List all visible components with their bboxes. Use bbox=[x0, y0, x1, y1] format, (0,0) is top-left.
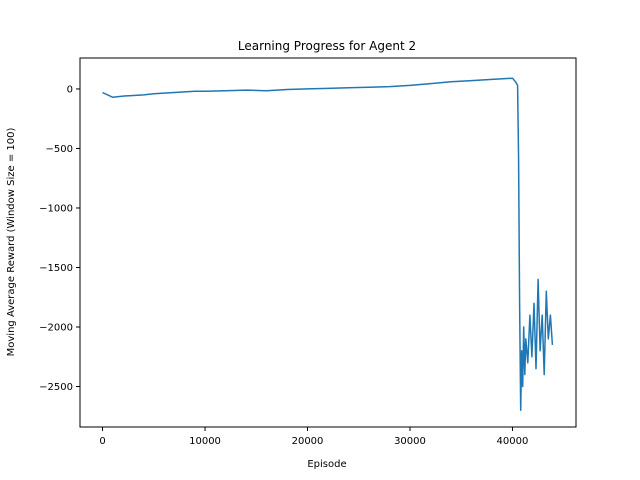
series-line-0 bbox=[102, 77, 554, 412]
plot-area bbox=[102, 77, 554, 412]
x-axis-label: Episode bbox=[307, 459, 346, 470]
y-tick-label: −2500 bbox=[39, 382, 73, 393]
y-tick-label: −1000 bbox=[39, 203, 73, 214]
y-tick-label: −2000 bbox=[39, 323, 73, 334]
x-tick-label: 0 bbox=[99, 436, 105, 447]
x-axis: 0 10000 20000 30000 40000 bbox=[99, 427, 528, 447]
y-tick-label: 0 bbox=[67, 84, 73, 95]
y-tick-label: −500 bbox=[46, 144, 73, 155]
axes-frame bbox=[79, 57, 577, 428]
x-tick-label: 30000 bbox=[394, 436, 426, 447]
x-tick-label: 10000 bbox=[189, 436, 221, 447]
y-tick-label: −1500 bbox=[39, 263, 73, 274]
chart-title: Learning Progress for Agent 2 bbox=[238, 39, 416, 53]
x-tick-label: 40000 bbox=[497, 436, 529, 447]
y-axis: 0 −500 −1000 −1500 −2000 −2500 bbox=[39, 84, 80, 393]
x-tick-label: 20000 bbox=[292, 436, 324, 447]
y-axis-label: Moving Average Reward (Window Size = 100… bbox=[6, 128, 17, 357]
